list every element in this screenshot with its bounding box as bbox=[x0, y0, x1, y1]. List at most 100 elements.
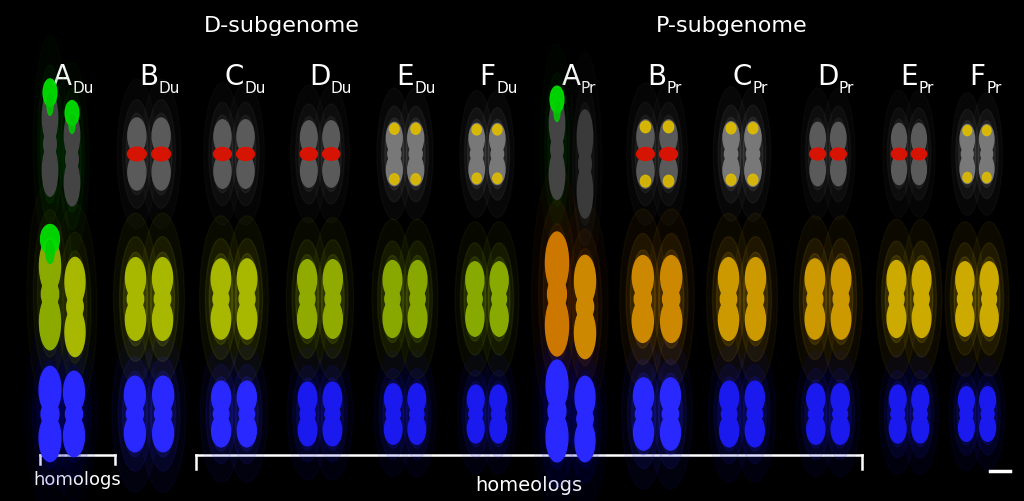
Ellipse shape bbox=[949, 358, 984, 470]
Ellipse shape bbox=[945, 222, 985, 376]
Ellipse shape bbox=[214, 121, 231, 154]
Ellipse shape bbox=[951, 94, 983, 216]
Ellipse shape bbox=[971, 94, 1002, 216]
Ellipse shape bbox=[714, 365, 744, 463]
Ellipse shape bbox=[325, 289, 341, 310]
Ellipse shape bbox=[803, 254, 826, 345]
Ellipse shape bbox=[808, 406, 823, 422]
Ellipse shape bbox=[829, 380, 851, 448]
Ellipse shape bbox=[658, 373, 682, 455]
Ellipse shape bbox=[719, 258, 738, 299]
Ellipse shape bbox=[540, 335, 574, 488]
Ellipse shape bbox=[568, 229, 602, 385]
Ellipse shape bbox=[40, 238, 60, 294]
Ellipse shape bbox=[389, 174, 399, 185]
Ellipse shape bbox=[209, 254, 232, 345]
Ellipse shape bbox=[317, 366, 347, 462]
Ellipse shape bbox=[236, 377, 258, 451]
Ellipse shape bbox=[120, 237, 152, 362]
Ellipse shape bbox=[69, 115, 75, 134]
Ellipse shape bbox=[825, 369, 855, 460]
Ellipse shape bbox=[575, 104, 594, 226]
Ellipse shape bbox=[831, 384, 849, 414]
Ellipse shape bbox=[956, 383, 976, 445]
Ellipse shape bbox=[317, 240, 348, 359]
Ellipse shape bbox=[39, 415, 60, 462]
Ellipse shape bbox=[663, 288, 680, 311]
Ellipse shape bbox=[658, 116, 679, 193]
Ellipse shape bbox=[325, 146, 338, 163]
Ellipse shape bbox=[893, 147, 905, 163]
Ellipse shape bbox=[44, 131, 56, 158]
Ellipse shape bbox=[372, 220, 413, 379]
Ellipse shape bbox=[910, 381, 931, 447]
Ellipse shape bbox=[620, 209, 666, 389]
Ellipse shape bbox=[201, 346, 242, 482]
Ellipse shape bbox=[51, 326, 97, 501]
Ellipse shape bbox=[548, 398, 566, 425]
Ellipse shape bbox=[469, 124, 484, 154]
Ellipse shape bbox=[324, 300, 342, 339]
Ellipse shape bbox=[153, 376, 173, 413]
Ellipse shape bbox=[472, 125, 481, 136]
Ellipse shape bbox=[961, 155, 975, 184]
Ellipse shape bbox=[748, 289, 764, 310]
Ellipse shape bbox=[38, 231, 62, 358]
Ellipse shape bbox=[407, 119, 425, 190]
Ellipse shape bbox=[743, 253, 768, 346]
Ellipse shape bbox=[408, 155, 424, 186]
Ellipse shape bbox=[739, 365, 770, 463]
Ellipse shape bbox=[409, 261, 427, 299]
Ellipse shape bbox=[455, 222, 495, 376]
Ellipse shape bbox=[902, 354, 939, 474]
Ellipse shape bbox=[386, 155, 402, 186]
Ellipse shape bbox=[632, 103, 659, 206]
Ellipse shape bbox=[213, 289, 228, 310]
Ellipse shape bbox=[403, 107, 428, 202]
Ellipse shape bbox=[911, 124, 927, 154]
Ellipse shape bbox=[910, 256, 933, 343]
Ellipse shape bbox=[210, 377, 232, 451]
Ellipse shape bbox=[26, 316, 74, 501]
Ellipse shape bbox=[543, 224, 570, 364]
Text: Pr: Pr bbox=[752, 81, 767, 96]
Ellipse shape bbox=[59, 89, 84, 230]
Ellipse shape bbox=[885, 371, 911, 458]
Ellipse shape bbox=[238, 415, 256, 447]
Ellipse shape bbox=[460, 91, 494, 218]
Ellipse shape bbox=[659, 148, 678, 161]
Ellipse shape bbox=[912, 385, 929, 414]
Ellipse shape bbox=[914, 289, 929, 310]
Ellipse shape bbox=[206, 239, 237, 360]
Ellipse shape bbox=[807, 289, 823, 310]
Ellipse shape bbox=[575, 377, 595, 418]
Ellipse shape bbox=[41, 280, 58, 309]
Ellipse shape bbox=[384, 384, 402, 414]
Ellipse shape bbox=[292, 240, 323, 359]
Ellipse shape bbox=[807, 415, 825, 444]
Ellipse shape bbox=[635, 405, 651, 424]
Ellipse shape bbox=[720, 289, 736, 310]
Text: B: B bbox=[647, 63, 667, 91]
Text: Du: Du bbox=[159, 81, 180, 96]
Ellipse shape bbox=[383, 261, 401, 299]
Text: Pr: Pr bbox=[667, 81, 682, 96]
Ellipse shape bbox=[801, 89, 835, 220]
Ellipse shape bbox=[882, 241, 911, 357]
Ellipse shape bbox=[472, 174, 481, 184]
Text: homeologs: homeologs bbox=[475, 475, 583, 494]
Ellipse shape bbox=[886, 256, 907, 343]
Ellipse shape bbox=[982, 290, 996, 309]
Ellipse shape bbox=[887, 261, 906, 299]
Ellipse shape bbox=[300, 406, 315, 422]
Ellipse shape bbox=[466, 300, 484, 337]
Ellipse shape bbox=[982, 126, 991, 136]
Ellipse shape bbox=[464, 258, 485, 342]
Ellipse shape bbox=[65, 113, 80, 159]
Ellipse shape bbox=[410, 289, 425, 310]
Ellipse shape bbox=[809, 119, 826, 190]
Ellipse shape bbox=[654, 360, 686, 468]
Ellipse shape bbox=[467, 385, 484, 414]
Ellipse shape bbox=[800, 239, 830, 360]
Ellipse shape bbox=[385, 289, 400, 310]
